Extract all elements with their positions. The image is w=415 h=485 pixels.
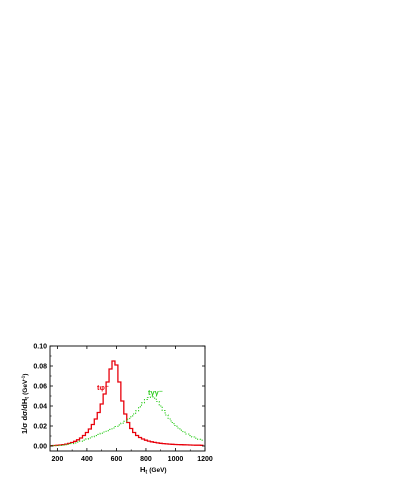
y-axis-title-unit: (GeV bbox=[22, 379, 29, 395]
series-group bbox=[50, 360, 204, 447]
y-axis-title-sub: t bbox=[25, 397, 31, 399]
x-tick-label-0: 200 bbox=[52, 456, 64, 463]
x-tick-label-4: 1000 bbox=[168, 456, 184, 463]
x-axis-title-main: H bbox=[140, 465, 145, 474]
series-label-tgammagamma: tγγ⁻ bbox=[148, 388, 163, 397]
y-axis-title-main: 1/σ dσ/dH bbox=[20, 399, 29, 434]
y-tick-label-3: 0.06 bbox=[33, 383, 47, 390]
series-label-tphi: tφ⁻ bbox=[97, 383, 109, 392]
y-axis-title-close: ) bbox=[22, 374, 29, 376]
x-axis-title-sub: t bbox=[145, 470, 147, 476]
plot-frame bbox=[49, 345, 206, 452]
y-tick-label-1: 0.02 bbox=[33, 423, 47, 430]
series-line-1 bbox=[50, 396, 204, 447]
y-tick-label-4: 0.08 bbox=[33, 363, 47, 370]
x-tick-label-5: 1200 bbox=[197, 456, 213, 463]
series-line-0 bbox=[50, 360, 204, 447]
labels-group: tφ⁻ tγγ⁻ Ht (GeV) 1/σ dσ/dHt(GeV-1) bbox=[20, 374, 167, 476]
y-axis-title: 1/σ dσ/dHt (GeV-1) bbox=[20, 374, 31, 434]
x-axis-title-unit: (GeV) bbox=[149, 467, 166, 474]
y-tick-label-2: 0.04 bbox=[33, 403, 47, 410]
x-axis-title: Ht (GeV) bbox=[140, 465, 167, 476]
y-tick-label-5: 0.10 bbox=[33, 343, 47, 350]
ticks-group: 200 400 600 800 1000 1200 0.00 0.02 0.04 0.06 0.08… bbox=[33, 343, 213, 463]
x-tick-label-2: 600 bbox=[111, 456, 123, 463]
y-tick-label-0: 0.00 bbox=[33, 443, 47, 450]
y-axis-title-sup: -1 bbox=[21, 375, 26, 379]
plot-frame-group bbox=[49, 345, 206, 452]
x-tick-label-1: 400 bbox=[81, 456, 93, 463]
x-tick-label-3: 800 bbox=[140, 456, 152, 463]
